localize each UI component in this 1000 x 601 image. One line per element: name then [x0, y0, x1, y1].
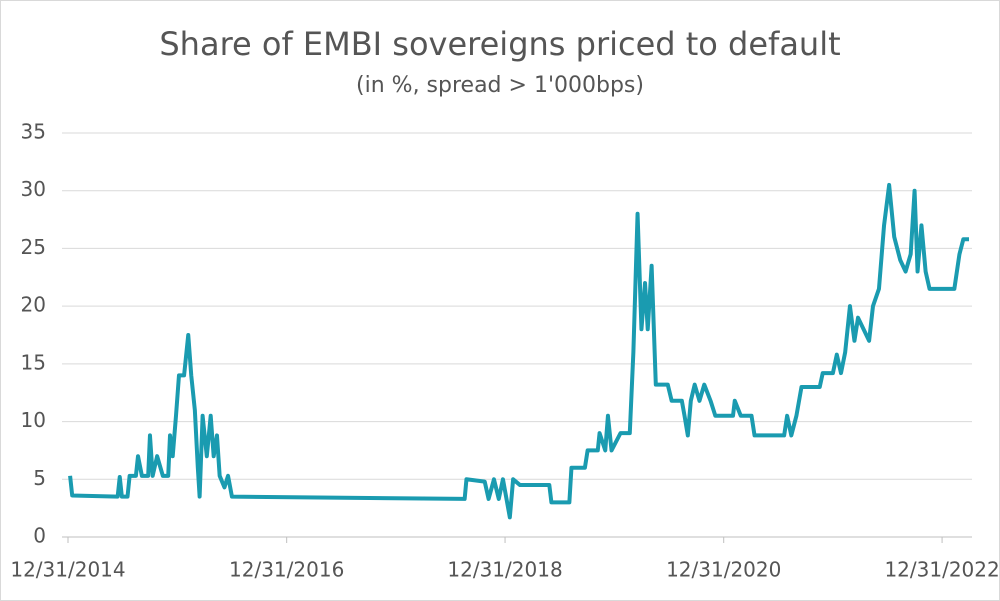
y-tick-label: 25 [21, 235, 46, 259]
y-tick-label: 10 [21, 408, 46, 432]
x-tick-label: 12/31/2018 [447, 558, 562, 582]
x-tick-label: 12/31/2014 [10, 558, 125, 582]
y-tick-label: 0 [33, 524, 46, 548]
chart-title: Share of EMBI sovereigns priced to defau… [159, 25, 840, 63]
y-tick-label: 35 [21, 120, 46, 144]
y-tick-label: 30 [21, 177, 46, 201]
x-tick-label: 12/31/2020 [666, 558, 781, 582]
x-tick-label: 12/31/2022 [884, 558, 999, 582]
chart-subtitle: (in %, spread > 1'000bps) [356, 73, 644, 98]
y-tick-label: 20 [21, 293, 46, 317]
y-tick-label: 5 [33, 466, 46, 490]
x-tick-label: 12/31/2016 [229, 558, 344, 582]
y-tick-label: 15 [21, 350, 46, 374]
data-line [68, 182, 970, 520]
